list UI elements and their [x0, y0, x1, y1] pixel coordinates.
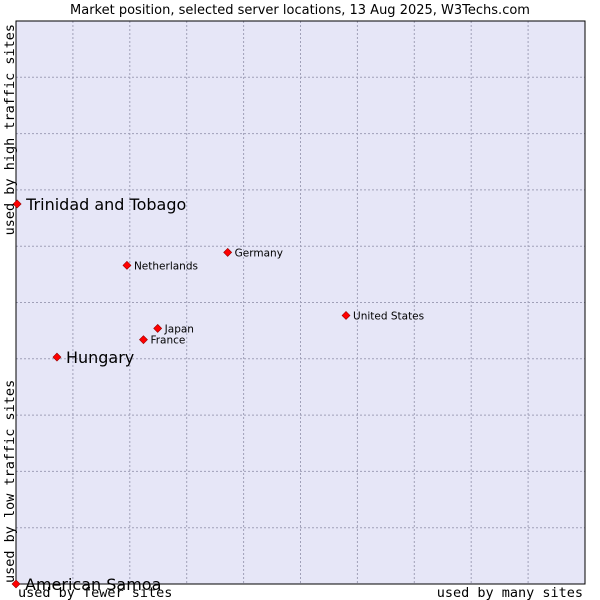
- point-label: Netherlands: [134, 260, 198, 272]
- point-label: Germany: [235, 247, 283, 259]
- data-point-japan: Japan: [153, 323, 194, 335]
- data-point-united-states: United States: [341, 310, 424, 322]
- x-axis-label-low: used by fewer sites: [18, 585, 172, 600]
- point-marker: [11, 579, 21, 589]
- point-label: American Samoa: [25, 575, 161, 594]
- data-point-netherlands: Netherlands: [122, 260, 198, 272]
- x-axis-label-high: used by many sites: [437, 585, 583, 600]
- point-marker: [341, 311, 351, 320]
- point-marker: [12, 199, 22, 209]
- data-point-germany: Germany: [223, 247, 283, 259]
- point-marker: [153, 323, 163, 333]
- point-label: France: [150, 335, 185, 347]
- grid-lines: [16, 21, 585, 584]
- data-point-france: France: [139, 335, 185, 347]
- data-points: Trinidad and Tobago Hungary American Samoa…: [11, 195, 424, 594]
- data-point-american-samoa: American Samoa: [11, 575, 161, 594]
- y-axis-label-low: used by low traffic sites: [2, 380, 18, 583]
- point-label: Japan: [164, 323, 194, 335]
- point-marker: [223, 247, 233, 257]
- point-marker: [122, 260, 132, 270]
- y-axis-label-high: used by high traffic sites: [2, 24, 18, 235]
- point-label: United States: [353, 310, 424, 322]
- point-marker: [52, 352, 62, 362]
- point-label: Hungary: [66, 348, 134, 367]
- chart-title: Market position, selected server locatio…: [70, 3, 530, 18]
- point-label: Trinidad and Tobago: [25, 195, 186, 214]
- data-point-trinidad-and-tobago: Trinidad and Tobago: [12, 195, 186, 214]
- point-marker: [139, 335, 148, 345]
- plot-border: [15, 20, 586, 585]
- data-point-hungary: Hungary: [52, 348, 134, 367]
